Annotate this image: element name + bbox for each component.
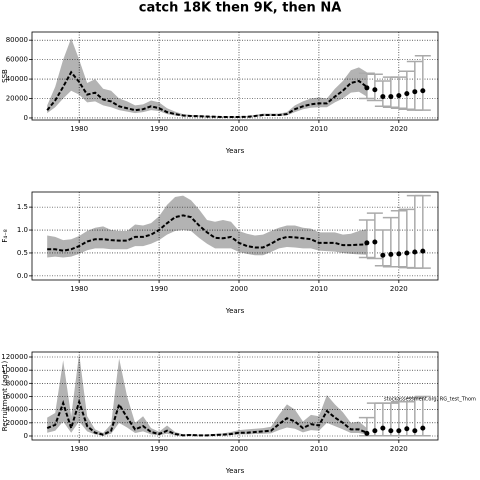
y-tick-label: 1.0 [17,226,28,234]
x-tick-label: 2000 [230,125,248,133]
y-axis-label: F₄₋₈ [1,229,9,243]
forecast-point [380,252,386,258]
x-tick-label: 2010 [310,125,328,133]
forecast-point [404,426,410,432]
forecast-point [396,93,402,99]
forecast-point [420,88,426,94]
forecast-point [364,85,370,91]
y-tick-label: 0 [24,114,28,122]
forecast-point [412,249,418,255]
x-tick-label: 1990 [150,125,168,133]
y-tick-label: 60000 [6,56,28,64]
forecast-point [412,89,418,95]
forecast-point [380,425,386,431]
y-tick-label: 1.5 [17,203,28,211]
confidence-band [47,195,367,258]
estimate-line [47,214,367,252]
x-tick-label: 2000 [230,445,248,453]
y-axis-label: Recruitment (age 1) [1,361,9,432]
plot-frame [31,351,439,441]
x-tick-label: 2010 [310,285,328,293]
y-tick-label: 80000 [6,379,28,387]
y-tick-label: 60000 [6,393,28,401]
forecast-point [388,251,394,257]
y-tick-label: 100000 [1,366,28,374]
x-tick-label: 2020 [390,285,408,293]
y-tick-label: 0.0 [17,272,28,280]
y-tick-label: 120000 [1,353,28,361]
forecast-point [380,94,386,100]
y-tick-label: 20000 [6,95,28,103]
y-tick-label: 20000 [6,419,28,427]
x-tick-label: 1990 [150,285,168,293]
y-axis-label: SSB [1,69,9,83]
estimate-line [46,70,368,118]
annotation: stockassessment.org, RG_test_Thom [384,397,476,403]
y-tick-label: 40000 [6,406,28,414]
x-tick-label: 1980 [70,125,88,133]
plot-frame [31,31,439,121]
y-tick-label: 40000 [6,75,28,83]
forecast-point [396,251,402,257]
y-tick-label: 80000 [6,36,28,44]
figure-title: catch 18K then 9K, then NA [139,1,342,16]
forecast-point [404,250,410,256]
plot-frame [31,191,439,281]
forecast-point [372,239,378,245]
forecast-point [372,87,378,93]
x-axis-label: Years [225,467,245,475]
forecast-point [388,428,394,434]
y-tick-label: 0 [24,432,28,440]
x-tick-label: 2000 [230,285,248,293]
x-tick-label: 1980 [70,285,88,293]
confidence-band [47,353,367,436]
x-tick-label: 2020 [390,125,408,133]
x-tick-label: 1990 [150,445,168,453]
x-tick-label: 2020 [390,445,408,453]
forecast-point [412,428,418,434]
estimate-line [46,398,368,437]
x-tick-label: 2010 [310,445,328,453]
forecast-point [404,91,410,97]
y-tick-label: 0.5 [17,249,28,257]
x-axis-label: Years [225,147,245,155]
forecast-point [420,248,426,254]
forecast-point [372,428,378,434]
forecast-point [364,430,370,436]
forecast-point [388,94,394,100]
forecast-point [396,428,402,434]
forecast-point [364,240,370,246]
x-tick-label: 1980 [70,445,88,453]
forecast-point [420,425,426,431]
x-axis-label: Years [225,307,245,315]
